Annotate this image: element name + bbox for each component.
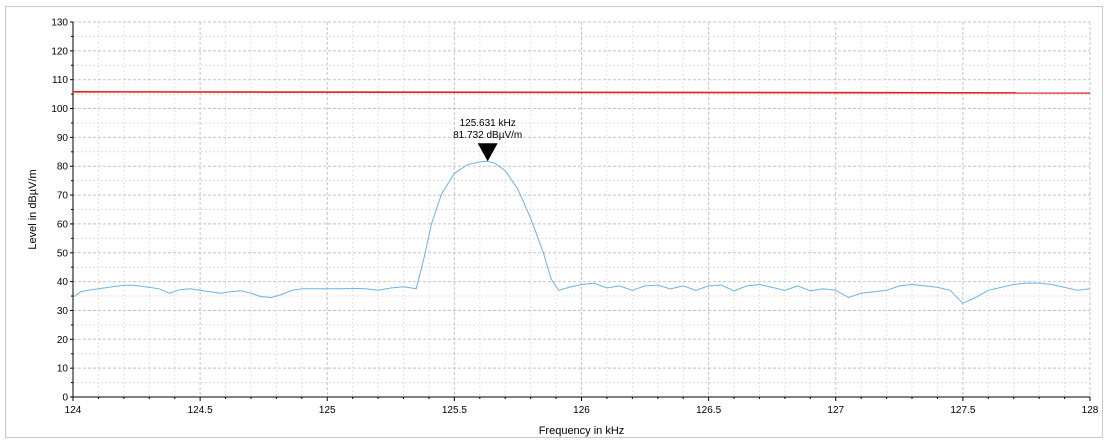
- x-tick-label: 124: [65, 405, 82, 416]
- plot-area: [72, 91, 1091, 304]
- y-tick-label: 0: [62, 393, 68, 404]
- x-tick-label: 126.5: [696, 405, 721, 416]
- major-grid: [72, 21, 1091, 398]
- y-tick-label: 60: [57, 219, 69, 230]
- y-tick-label: 90: [57, 133, 69, 144]
- chart-frame: [5, 6, 1103, 438]
- y-tick-label: 20: [57, 335, 69, 346]
- y-tick-label: 110: [52, 75, 68, 86]
- y-tick-label: 50: [57, 248, 69, 259]
- x-tick-label: 126: [573, 405, 590, 416]
- limit-line: [72, 91, 1091, 94]
- spectrum-trace: [72, 160, 1091, 304]
- marker-level-label: 81.732 dBµV/m: [453, 130, 522, 141]
- peak-marker-icon: [477, 143, 498, 162]
- y-tick-label: 100: [51, 104, 68, 115]
- x-tick-label: 124.5: [188, 405, 213, 416]
- y-axis-label: Level in dBµV/m: [27, 169, 39, 249]
- x-tick-label: 127: [827, 405, 844, 416]
- x-tick-label: 125: [319, 405, 336, 416]
- x-tick-label: 125.5: [442, 405, 467, 416]
- y-tick-label: 10: [57, 364, 69, 375]
- x-axis-label: Frequency in kHz: [539, 425, 625, 437]
- y-tick-label: 40: [57, 277, 69, 288]
- marker-frequency-label: 125.631 kHz: [460, 118, 516, 129]
- y-tick-label: 70: [57, 191, 69, 202]
- x-tick-label: 127.5: [950, 405, 975, 416]
- x-tick-label: 128: [1082, 405, 1099, 416]
- ticks: 0 10 20 30 40 50 60 70 80 90 100 110 120 130 124 124.5 1…: [51, 18, 1098, 417]
- y-tick-label: 30: [57, 306, 69, 317]
- y-tick-label: 120: [51, 46, 68, 57]
- y-tick-label: 80: [57, 162, 69, 173]
- y-tick-label: 130: [51, 18, 68, 29]
